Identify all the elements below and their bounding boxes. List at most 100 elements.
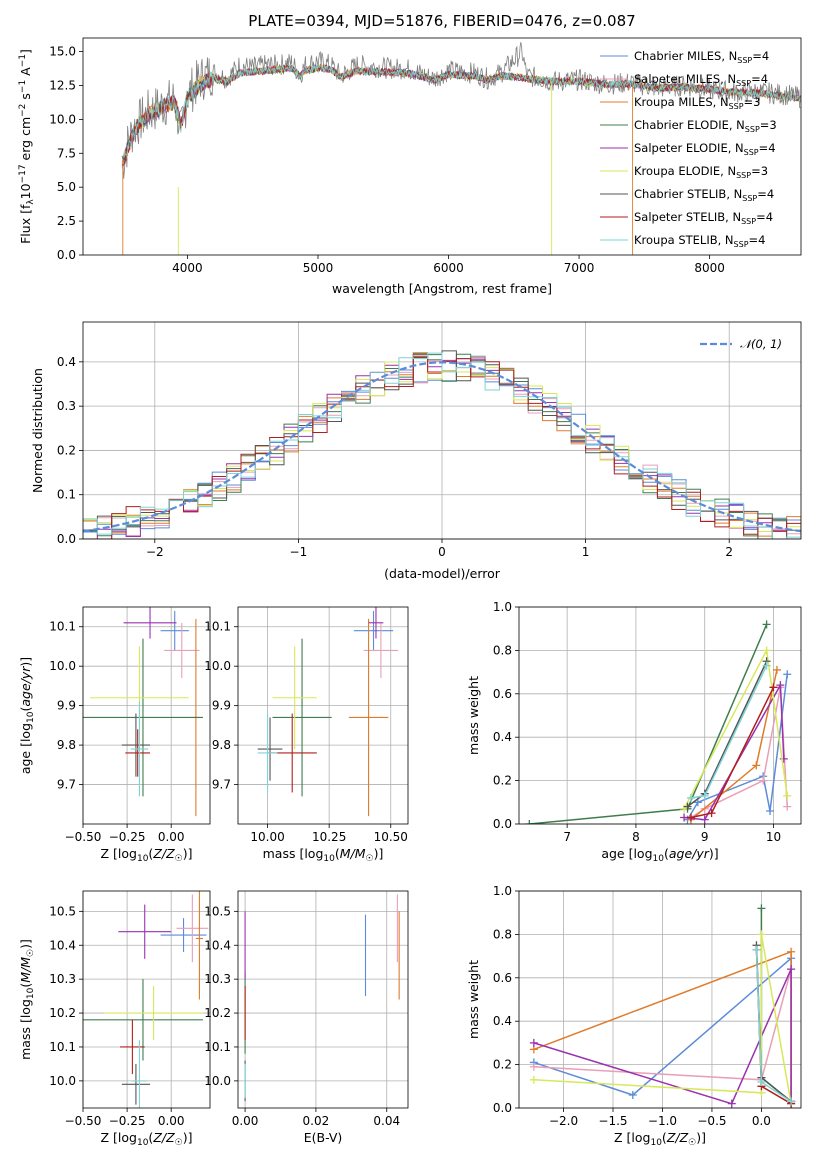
x-tick-label: −0.50 xyxy=(65,830,102,844)
y-tick-label: 0.8 xyxy=(493,643,512,657)
x-tick-label: 9 xyxy=(701,830,709,844)
mass-weight-marker xyxy=(727,1099,736,1108)
x-tick-label: −2.0 xyxy=(549,1114,578,1128)
y-tick-label: 0.1 xyxy=(57,488,76,502)
x-tick-label: 2 xyxy=(725,545,733,559)
legend-label: Chabrier ELODIE, NSSP=3 xyxy=(634,118,777,134)
mass-vs-ebv-x-axis-label: E(B-V) xyxy=(304,1130,343,1145)
mass-weight-marker xyxy=(628,1090,637,1099)
legend-label: Salpeter ELODIE, NSSP=4 xyxy=(634,141,776,157)
x-tick-label: 0.00 xyxy=(158,830,185,844)
mass-weight-marker xyxy=(787,1097,796,1106)
y-tick-label: 0.2 xyxy=(57,443,76,457)
age-vs-mass-x-axis-label: mass [log10(M/M☉)] xyxy=(263,846,384,864)
x-tick-label: 10.50 xyxy=(374,830,408,844)
mass-weight-marker xyxy=(783,791,792,800)
mass-weight-line xyxy=(684,682,785,821)
massweight-vs-Z-x-axis-label: Z [log10(Z/Z☉)] xyxy=(614,1130,706,1148)
x-tick-label: 1 xyxy=(582,545,590,559)
age-vs-mass-plot-area xyxy=(257,607,399,817)
x-tick-label: 0.00 xyxy=(158,1114,185,1128)
mass-weight-marker xyxy=(759,776,768,785)
y-tick-label: 10.2 xyxy=(49,1006,76,1020)
mass-weight-marker xyxy=(762,646,771,655)
mass-weight-marker xyxy=(700,815,709,824)
massweight-vs-Z-plot-area xyxy=(529,904,796,1108)
mass-weight-marker xyxy=(766,806,775,815)
y-tick-label: 9.7 xyxy=(212,778,231,792)
normal-distribution-curve xyxy=(83,361,801,533)
mass-weight-marker xyxy=(525,820,534,824)
mass-weight-line xyxy=(686,674,788,821)
x-tick-label: 7000 xyxy=(564,261,595,275)
mass-weight-line xyxy=(690,687,788,819)
spectrum-plot-area xyxy=(121,42,801,255)
mass-weight-line xyxy=(690,669,778,821)
mass-weight-marker xyxy=(529,1038,538,1047)
y-tick-label: 0.6 xyxy=(493,687,512,701)
age-vs-Z-y-axis-label: age [log10(age/yr)] xyxy=(18,657,36,774)
mass-weight-marker xyxy=(769,683,778,692)
mass-vs-ebv-axes: 0.00 0.02 0.04 10.0 10.1 10.2 10.3 10.4 10.5 xyxy=(204,891,408,1128)
massweight-vs-age-x-axis-label: age [log10(age/yr)] xyxy=(601,846,718,864)
age-vs-Z-plot-area xyxy=(83,607,203,817)
mass-weight-marker xyxy=(787,965,796,974)
mass-weight-marker xyxy=(783,670,792,679)
massweight-vs-Z-frame xyxy=(518,890,802,1109)
y-tick-label: 10.0 xyxy=(49,112,76,126)
x-tick-label: 0 xyxy=(438,545,446,559)
mass-vs-ebv-frame xyxy=(237,890,409,1109)
mass-vs-ebv-plot-area xyxy=(244,894,400,1102)
x-tick-label: −0.25 xyxy=(109,1114,146,1128)
mass-weight-marker xyxy=(707,809,716,818)
residuals-y-axis-label: Normed distribution xyxy=(30,368,45,493)
y-tick-label: 10.3 xyxy=(49,972,76,986)
mass-vs-Z-x-axis-label: Z [log10(Z/Z☉)] xyxy=(101,1130,193,1148)
x-tick-label: 0.0 xyxy=(752,1114,771,1128)
mass-weight-marker xyxy=(757,930,766,939)
mass-weight-line xyxy=(533,934,792,1104)
y-tick-label: 10.5 xyxy=(204,904,231,918)
mass-vs-Z-frame xyxy=(82,890,211,1109)
model-spectrum-line xyxy=(121,63,801,167)
y-tick-label: 0.2 xyxy=(493,774,512,788)
x-tick-label: 6000 xyxy=(433,261,464,275)
legend-label: Kroupa STELIB, NSSP=4 xyxy=(634,233,765,249)
y-tick-label: 10.0 xyxy=(49,1074,76,1088)
x-tick-label: −1.0 xyxy=(648,1114,677,1128)
age-vs-Z-frame xyxy=(82,606,211,825)
mass-weight-marker xyxy=(779,754,788,763)
mass-vs-Z-y-axis-label: mass [log10(M/M☉)] xyxy=(18,939,36,1060)
y-tick-label: 0.4 xyxy=(493,1014,512,1028)
y-tick-label: 9.7 xyxy=(57,778,76,792)
spectrum-axes: 4000 5000 6000 7000 8000 0.0 2.5 5.0 7.5 10.0 12.5… xyxy=(49,45,725,275)
y-tick-label: 10.5 xyxy=(49,904,76,918)
x-tick-label: −0.50 xyxy=(65,1114,102,1128)
massweight-vs-age-plot-area xyxy=(525,620,792,824)
y-tick-label: 10.1 xyxy=(49,620,76,634)
y-tick-label: 0.8 xyxy=(493,927,512,941)
y-tick-label: 5.0 xyxy=(57,180,76,194)
y-tick-label: 0.4 xyxy=(493,730,512,744)
spectrum-legend: Chabrier MILES, NSSP=4 Salpeter MILES, NS… xyxy=(600,49,777,249)
y-tick-label: 1.0 xyxy=(493,600,512,614)
mass-weight-marker xyxy=(757,1077,766,1086)
y-tick-label: 10.0 xyxy=(49,659,76,673)
y-tick-label: 10.0 xyxy=(204,659,231,673)
x-tick-label: −1.5 xyxy=(598,1114,627,1128)
mass-vs-Z-axes: −0.50 −0.25 0.00 10.0 10.1 10.2 10.3 10.4 10.5 xyxy=(49,891,210,1128)
massweight-vs-age-y-axis-label: mass weight xyxy=(466,676,481,755)
x-tick-label: 5000 xyxy=(303,261,334,275)
x-tick-label: 0.02 xyxy=(303,1114,330,1128)
mass-weight-line xyxy=(760,908,792,1103)
legend-label: Salpeter STELIB, NSSP=4 xyxy=(634,210,773,226)
figure-title: PLATE=0394, MJD=51876, FIBERID=0476, z=0… xyxy=(248,12,636,30)
x-tick-label: 10.00 xyxy=(250,830,284,844)
mass-weight-marker xyxy=(683,802,692,811)
mass-weight-line xyxy=(690,686,775,819)
spectrum-frame xyxy=(82,37,802,256)
mass-weight-marker xyxy=(686,813,695,822)
y-tick-label: 0.0 xyxy=(493,817,512,831)
mass-weight-marker xyxy=(783,802,792,811)
y-tick-label: 0.0 xyxy=(57,532,76,546)
